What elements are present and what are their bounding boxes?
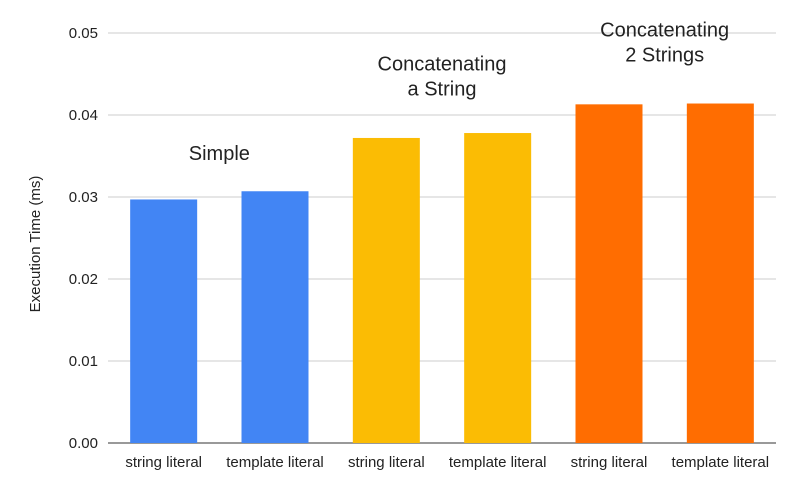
x-tick-label: string literal bbox=[348, 454, 425, 471]
x-axis-labels: string literal template literal string lit… bbox=[125, 454, 769, 471]
group-annotation: Simple bbox=[189, 143, 250, 165]
bar bbox=[130, 199, 198, 443]
bar bbox=[686, 103, 754, 444]
x-tick-label: string literal bbox=[125, 454, 202, 471]
y-tick-label: 0.02 bbox=[69, 271, 98, 288]
group-annotation: Concatenating bbox=[378, 54, 507, 76]
x-tick-label: template literal bbox=[449, 454, 547, 471]
bar bbox=[464, 133, 532, 444]
group-annotation: 2 Strings bbox=[625, 44, 704, 66]
y-tick-label: 0.03 bbox=[69, 189, 98, 206]
gridlines bbox=[108, 32, 776, 444]
group-annotation: Concatenating bbox=[600, 19, 729, 41]
y-tick-label: 0.01 bbox=[69, 353, 98, 370]
bar bbox=[241, 191, 309, 443]
y-tick-label: 0.00 bbox=[69, 435, 98, 452]
x-tick-label: string literal bbox=[571, 454, 648, 471]
x-tick-label: template literal bbox=[672, 454, 770, 471]
x-tick-label: template literal bbox=[226, 454, 324, 471]
bar bbox=[352, 137, 420, 443]
y-tick-label: 0.05 bbox=[69, 25, 98, 42]
group-annotation: a String bbox=[408, 79, 477, 101]
y-axis-ticks: 0.00 0.01 0.02 0.03 0.04 0.05 bbox=[69, 25, 98, 452]
y-tick-label: 0.04 bbox=[69, 107, 98, 124]
group-annotations: Simple Concatenating a String Concatenating… bbox=[189, 19, 729, 165]
y-axis-title: Execution Time (ms) bbox=[27, 176, 44, 313]
bars bbox=[130, 103, 754, 444]
bar bbox=[575, 104, 643, 443]
